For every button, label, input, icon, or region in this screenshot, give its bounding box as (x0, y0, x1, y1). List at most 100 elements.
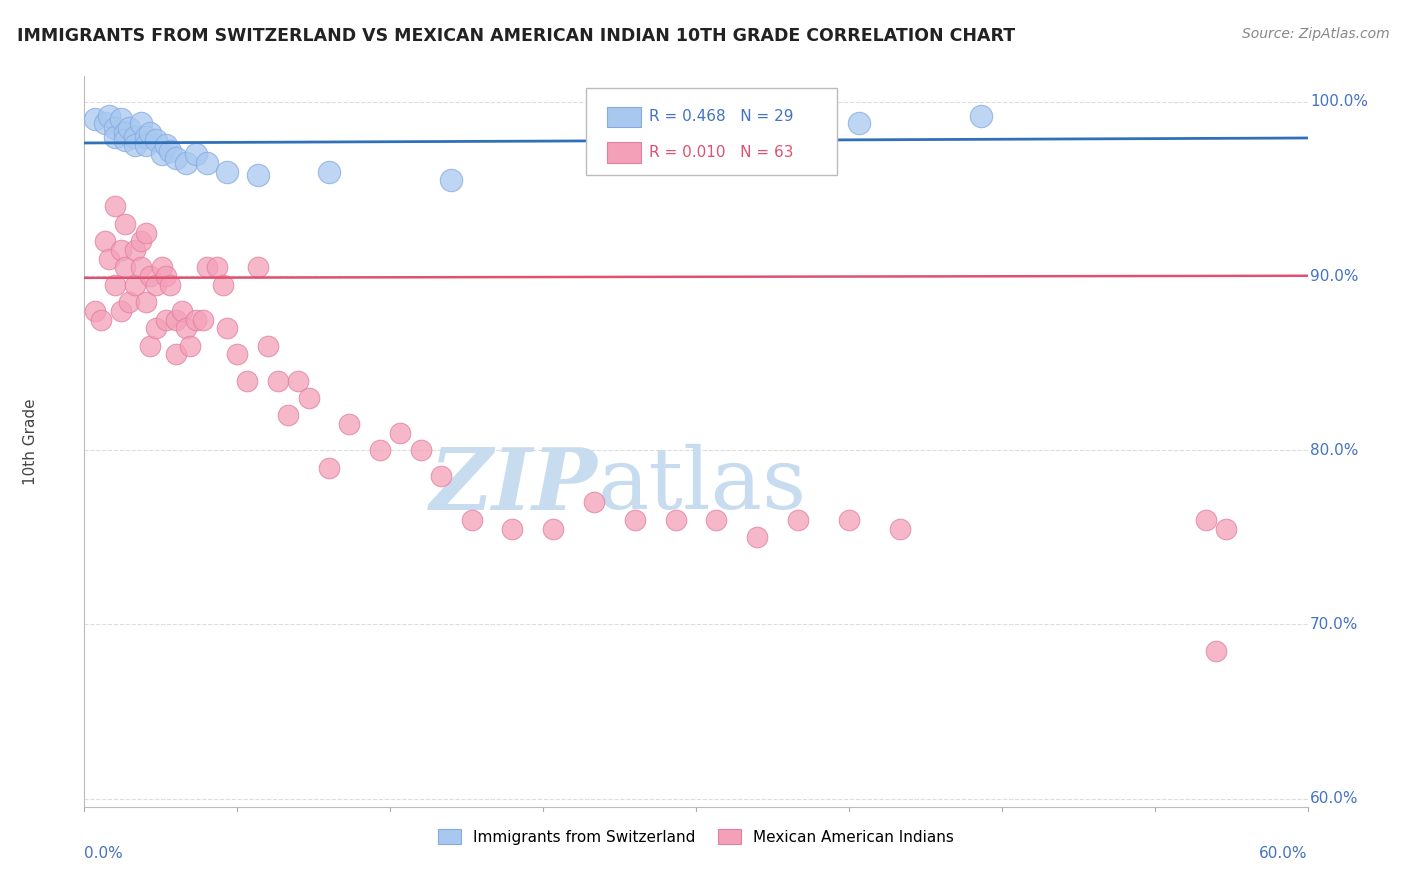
Point (389, 425, 412, 440)
Point (257, 339, 280, 353)
Point (217, 321, 239, 335)
Legend: Immigrants from Switzerland, Mexican American Indians: Immigrants from Switzerland, Mexican Ame… (432, 822, 960, 851)
Point (165, 312, 187, 326)
Point (114, 126, 136, 140)
Point (267, 374, 290, 388)
Point (138, 126, 160, 140)
Text: ZIP: ZIP (430, 443, 598, 527)
Point (97, 109, 120, 123)
Point (159, 277, 181, 292)
Point (583, 495, 606, 509)
Point (747, 530, 769, 544)
Text: R = 0.468   N = 29: R = 0.468 N = 29 (650, 110, 794, 124)
Point (150, 147, 173, 161)
Point (124, 277, 146, 292)
Point (150, 260, 173, 275)
Text: R = 0.010   N = 63: R = 0.010 N = 63 (650, 145, 794, 161)
Point (1215, 522, 1237, 536)
Point (118, 295, 141, 310)
Text: 100.0%: 100.0% (1310, 95, 1368, 110)
Point (1195, 513, 1218, 527)
Point (124, 243, 146, 257)
Text: 0.0%: 0.0% (84, 846, 124, 861)
Point (131, 260, 153, 275)
Point (114, 217, 136, 231)
Text: 60.0%: 60.0% (1260, 846, 1308, 861)
Point (124, 138, 146, 153)
Point (135, 138, 157, 153)
Point (83, 304, 105, 318)
Point (787, 513, 810, 527)
Point (195, 156, 218, 170)
Point (706, 513, 728, 527)
Point (461, 513, 484, 527)
Point (131, 116, 153, 130)
Point (165, 347, 187, 361)
Point (104, 121, 127, 136)
Point (97, 252, 120, 266)
Point (159, 144, 181, 158)
Point (318, 164, 340, 178)
Point (90, 312, 112, 326)
Point (104, 129, 127, 144)
Point (226, 347, 249, 361)
Point (430, 469, 453, 483)
Text: IMMIGRANTS FROM SWITZERLAND VS MEXICAN AMERICAN INDIAN 10TH GRADE CORRELATION CH: IMMIGRANTS FROM SWITZERLAND VS MEXICAN A… (17, 27, 1015, 45)
Point (186, 312, 208, 326)
Point (110, 112, 132, 127)
Point (440, 173, 463, 187)
Point (110, 243, 132, 257)
Point (114, 260, 136, 275)
Bar (606, 143, 641, 163)
Point (145, 277, 167, 292)
Point (165, 151, 187, 165)
Point (138, 269, 160, 284)
Point (217, 164, 239, 178)
Point (131, 234, 153, 248)
Point (368, 443, 391, 458)
Point (502, 522, 524, 536)
Text: 80.0%: 80.0% (1310, 442, 1358, 458)
Point (179, 339, 201, 353)
Point (236, 374, 259, 388)
Bar (606, 106, 641, 127)
Point (124, 129, 146, 144)
Point (409, 443, 432, 458)
Point (118, 121, 141, 136)
Point (138, 339, 160, 353)
Point (277, 409, 299, 423)
Point (287, 374, 309, 388)
Point (135, 129, 157, 144)
Point (114, 133, 136, 147)
Text: atlas: atlas (598, 444, 807, 527)
Point (145, 133, 167, 147)
Point (186, 147, 208, 161)
FancyBboxPatch shape (586, 88, 837, 175)
Point (93, 234, 115, 248)
Point (246, 260, 269, 275)
Text: 70.0%: 70.0% (1310, 617, 1358, 632)
Point (135, 226, 157, 240)
Point (665, 513, 688, 527)
Point (110, 304, 132, 318)
Point (145, 321, 167, 335)
Point (1205, 643, 1227, 657)
Point (838, 513, 860, 527)
Point (970, 109, 993, 123)
Point (298, 391, 321, 405)
Point (104, 199, 127, 213)
Point (339, 417, 361, 431)
Point (889, 522, 911, 536)
Point (246, 168, 269, 182)
Point (318, 460, 340, 475)
Text: 90.0%: 90.0% (1310, 268, 1358, 284)
Point (83, 112, 105, 127)
Point (195, 260, 218, 275)
Point (155, 312, 177, 326)
Text: 10th Grade: 10th Grade (22, 398, 38, 485)
Point (191, 312, 214, 326)
Point (624, 513, 647, 527)
Point (848, 116, 870, 130)
Point (212, 277, 235, 292)
Point (93, 116, 115, 130)
